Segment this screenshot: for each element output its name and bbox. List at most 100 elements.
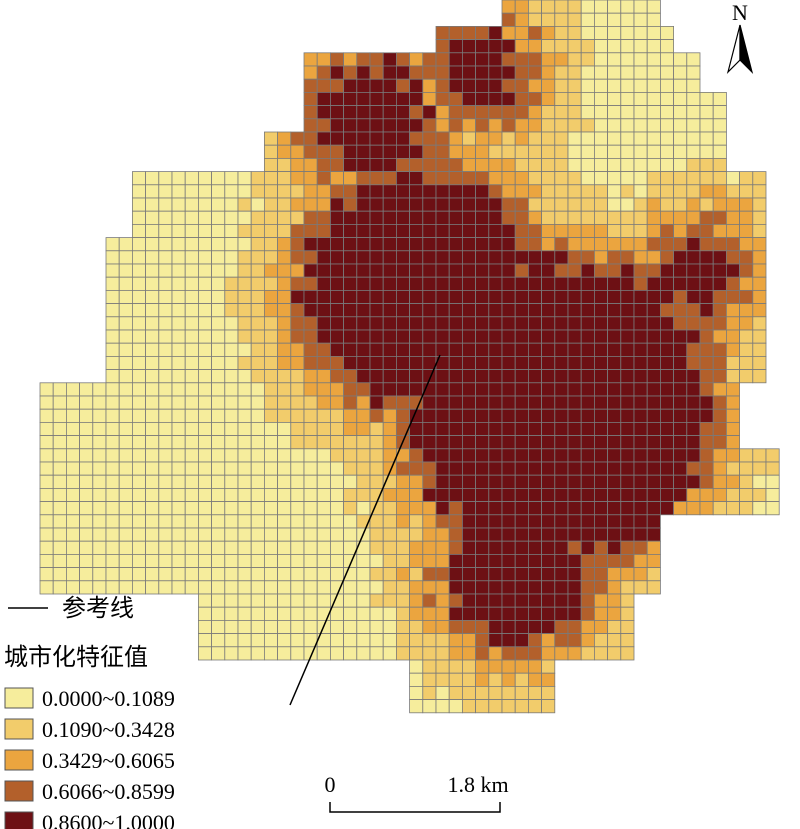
grid-cell xyxy=(554,0,569,14)
grid-cell xyxy=(739,448,754,463)
grid-cell xyxy=(277,355,292,370)
grid-cell xyxy=(633,12,648,27)
grid-cell xyxy=(382,355,397,370)
grid-cell xyxy=(607,527,622,542)
grid-cell xyxy=(343,184,358,199)
grid-cell xyxy=(580,118,595,133)
grid-cell xyxy=(316,237,331,252)
grid-cell xyxy=(105,369,120,384)
grid-cell xyxy=(514,223,529,238)
grid-cell xyxy=(475,501,490,516)
grid-cell xyxy=(580,329,595,344)
grid-cell xyxy=(633,171,648,186)
grid-cell xyxy=(488,633,503,648)
grid-cell xyxy=(528,408,543,423)
grid-cell xyxy=(356,487,371,502)
grid-cell xyxy=(66,408,81,423)
grid-cell xyxy=(224,448,239,463)
grid-cell xyxy=(290,593,305,608)
grid-cell xyxy=(541,184,556,199)
grid-cell xyxy=(105,408,120,423)
grid-cell xyxy=(554,487,569,502)
grid-cell xyxy=(448,408,463,423)
grid-cell xyxy=(369,223,384,238)
grid-cell xyxy=(184,184,199,199)
grid-cell xyxy=(303,144,318,159)
grid-cell xyxy=(356,567,371,582)
grid-cell xyxy=(607,210,622,225)
grid-cell xyxy=(211,593,226,608)
grid-cell xyxy=(607,355,622,370)
grid-cell xyxy=(541,435,556,450)
grid-cell xyxy=(343,448,358,463)
grid-cell xyxy=(660,105,675,120)
grid-cell xyxy=(197,567,212,582)
grid-cell xyxy=(501,514,516,529)
grid-cell xyxy=(66,554,81,569)
grid-cell xyxy=(224,580,239,595)
grid-cell xyxy=(290,157,305,172)
grid-cell xyxy=(633,514,648,529)
grid-cell xyxy=(514,92,529,107)
grid-cell xyxy=(699,474,714,489)
grid-cell xyxy=(580,223,595,238)
grid-cell xyxy=(633,157,648,172)
grid-cell xyxy=(660,184,675,199)
grid-cell xyxy=(620,421,635,436)
grid-cell xyxy=(39,461,54,476)
grid-cell xyxy=(461,474,476,489)
grid-cell xyxy=(514,540,529,555)
grid-cell xyxy=(461,197,476,212)
grid-cell xyxy=(488,501,503,516)
grid-cell xyxy=(686,342,701,357)
grid-cell xyxy=(580,250,595,265)
grid-cell xyxy=(303,461,318,476)
grid-cell xyxy=(488,620,503,635)
grid-cell xyxy=(290,184,305,199)
grid-cell xyxy=(369,355,384,370)
grid-cell xyxy=(343,329,358,344)
grid-cell xyxy=(448,144,463,159)
grid-cell xyxy=(660,289,675,304)
grid-cell xyxy=(673,52,688,67)
grid-cell xyxy=(435,659,450,674)
grid-cell xyxy=(224,355,239,370)
grid-cell xyxy=(580,369,595,384)
grid-cell xyxy=(316,395,331,410)
grid-cell xyxy=(660,276,675,291)
grid-cell xyxy=(158,276,173,291)
grid-cell xyxy=(633,329,648,344)
grid-cell xyxy=(369,276,384,291)
grid-cell xyxy=(580,514,595,529)
grid-cell xyxy=(594,92,609,107)
grid-cell xyxy=(580,316,595,331)
grid-cell xyxy=(567,12,582,27)
grid-cell xyxy=(461,184,476,199)
grid-cell xyxy=(303,487,318,502)
grid-cell xyxy=(303,105,318,120)
grid-cell xyxy=(580,580,595,595)
grid-cell xyxy=(197,421,212,436)
grid-cell xyxy=(382,316,397,331)
grid-cell xyxy=(369,461,384,476)
grid-cell xyxy=(686,210,701,225)
grid-cell xyxy=(554,92,569,107)
grid-cell xyxy=(237,395,252,410)
grid-cell xyxy=(501,593,516,608)
grid-cell xyxy=(620,355,635,370)
grid-cell xyxy=(329,514,344,529)
grid-cell xyxy=(633,408,648,423)
grid-cell xyxy=(277,567,292,582)
grid-cell xyxy=(448,52,463,67)
grid-cell xyxy=(528,421,543,436)
grid-cell xyxy=(184,369,199,384)
grid-cell xyxy=(646,144,661,159)
grid-cell xyxy=(580,487,595,502)
grid-cell xyxy=(541,461,556,476)
grid-cell xyxy=(580,501,595,516)
grid-cell xyxy=(594,369,609,384)
grid-cell xyxy=(752,303,767,318)
grid-cell xyxy=(237,355,252,370)
grid-cell xyxy=(343,223,358,238)
grid-cell xyxy=(594,461,609,476)
